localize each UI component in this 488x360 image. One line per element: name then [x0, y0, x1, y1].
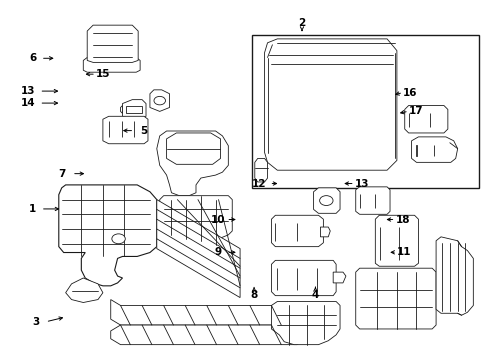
Text: 5: 5: [140, 126, 147, 136]
Bar: [251, 35, 478, 188]
Text: 3: 3: [32, 317, 40, 327]
Polygon shape: [87, 25, 138, 62]
Text: 2: 2: [298, 18, 305, 28]
Polygon shape: [110, 325, 306, 345]
Polygon shape: [271, 260, 335, 296]
Polygon shape: [83, 58, 140, 72]
Polygon shape: [120, 105, 122, 113]
Bar: [126, 105, 142, 113]
Polygon shape: [157, 199, 240, 298]
Polygon shape: [303, 307, 314, 325]
Polygon shape: [404, 105, 447, 133]
Polygon shape: [271, 302, 339, 345]
Polygon shape: [320, 227, 329, 237]
Text: 1: 1: [29, 204, 36, 214]
Circle shape: [319, 195, 332, 206]
Text: 12: 12: [251, 179, 265, 189]
Text: 16: 16: [402, 87, 416, 98]
Polygon shape: [254, 158, 267, 182]
Polygon shape: [313, 188, 339, 213]
Polygon shape: [122, 100, 146, 119]
Polygon shape: [110, 300, 306, 325]
Polygon shape: [157, 131, 228, 196]
Polygon shape: [264, 39, 396, 170]
Text: 4: 4: [311, 290, 319, 300]
Polygon shape: [435, 237, 472, 315]
Polygon shape: [332, 272, 345, 283]
Polygon shape: [166, 133, 220, 164]
Text: 18: 18: [395, 215, 409, 225]
Text: 11: 11: [396, 247, 410, 257]
Text: 17: 17: [408, 106, 423, 116]
Polygon shape: [355, 187, 389, 214]
Polygon shape: [102, 116, 148, 144]
Polygon shape: [411, 137, 457, 162]
Text: 10: 10: [210, 215, 225, 225]
Polygon shape: [355, 268, 435, 329]
Text: 15: 15: [96, 69, 110, 79]
Polygon shape: [150, 90, 169, 111]
Text: 7: 7: [59, 168, 66, 179]
Circle shape: [154, 96, 165, 105]
Circle shape: [112, 234, 125, 244]
Text: 14: 14: [20, 98, 35, 108]
Text: 13: 13: [20, 86, 35, 96]
Text: 13: 13: [354, 179, 368, 189]
Polygon shape: [59, 185, 157, 286]
Polygon shape: [375, 215, 418, 266]
Polygon shape: [65, 278, 102, 302]
Text: 9: 9: [214, 247, 221, 257]
Text: 6: 6: [29, 53, 36, 63]
Polygon shape: [160, 196, 232, 251]
Text: 8: 8: [250, 290, 257, 300]
Polygon shape: [271, 215, 323, 247]
